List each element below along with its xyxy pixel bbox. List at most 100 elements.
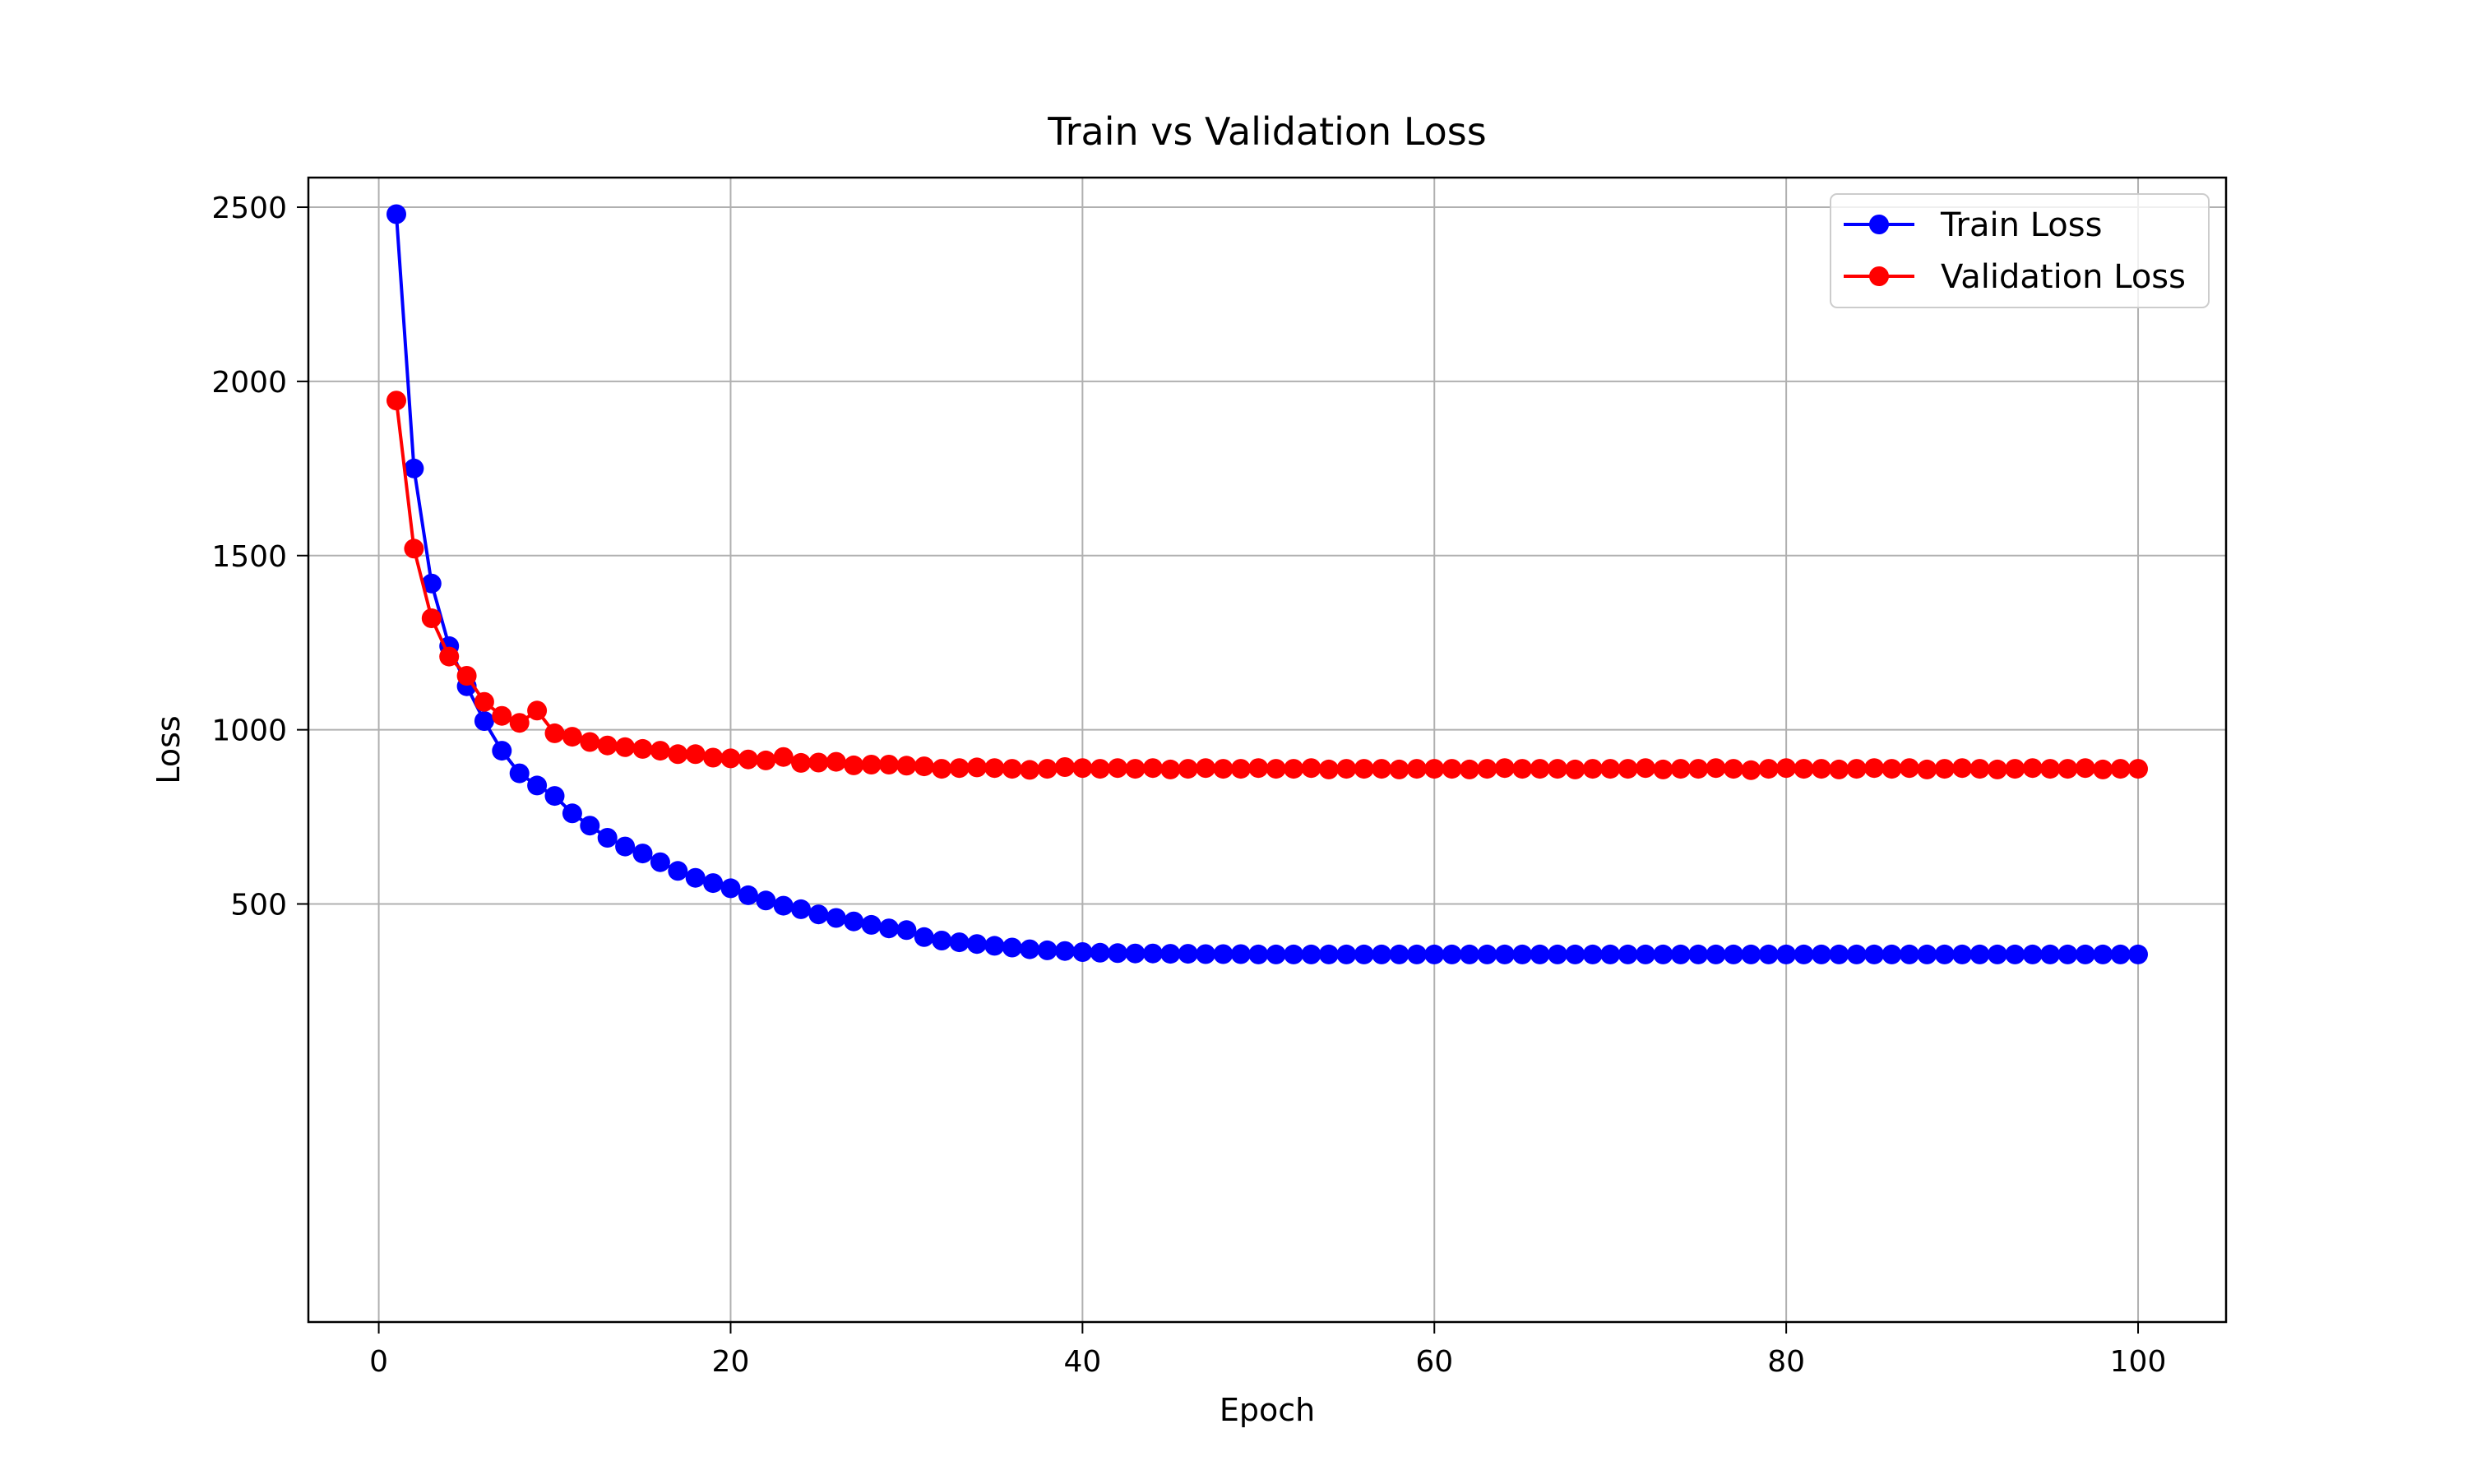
validation-loss-point xyxy=(1724,759,1743,779)
validation-loss-point xyxy=(1354,759,1374,779)
train-loss-point xyxy=(1266,944,1286,964)
validation-loss-point xyxy=(1178,759,1198,779)
validation-loss-point xyxy=(2022,758,2043,779)
train-loss-point xyxy=(580,816,600,836)
train-loss-point xyxy=(492,741,512,761)
validation-loss-point xyxy=(1653,759,1673,779)
validation-loss-point xyxy=(544,723,565,743)
legend-train-label: Train Loss xyxy=(1940,206,2102,244)
train-loss-point xyxy=(1037,940,1058,960)
x-tick-label: 100 xyxy=(2110,1345,2167,1379)
validation-loss-point xyxy=(914,756,934,777)
train-loss-point xyxy=(2040,944,2061,964)
y-tick-label: 2000 xyxy=(211,366,287,400)
validation-loss-point xyxy=(1108,758,1128,779)
validation-loss-point xyxy=(404,539,424,559)
validation-loss-point xyxy=(1934,759,1955,779)
validation-loss-point xyxy=(2093,759,2113,779)
validation-loss-point xyxy=(2110,759,2131,779)
train-loss-point xyxy=(509,763,530,784)
train-loss-point xyxy=(1002,937,1022,958)
train-loss-point xyxy=(1864,944,1885,964)
validation-loss-point xyxy=(738,749,758,770)
train-loss-point xyxy=(1582,944,1603,964)
validation-loss-point xyxy=(1917,759,1937,779)
train-loss-point xyxy=(1389,944,1409,964)
train-loss-point xyxy=(808,904,829,925)
train-loss-point xyxy=(738,885,758,905)
validation-loss-point xyxy=(474,691,494,712)
train-loss-point xyxy=(544,786,565,807)
train-loss-point xyxy=(1372,944,1392,964)
train-loss-point xyxy=(1336,944,1357,964)
train-loss-point xyxy=(1724,944,1743,964)
train-loss-point xyxy=(1688,944,1709,964)
validation-loss-point xyxy=(2128,759,2148,779)
validation-loss-point xyxy=(1372,759,1392,779)
validation-loss-point xyxy=(1969,759,1990,779)
train-loss-point xyxy=(1952,944,1973,964)
validation-loss-point xyxy=(1494,758,1515,779)
validation-loss-point xyxy=(1248,758,1269,779)
validation-loss-point xyxy=(720,748,741,769)
validation-loss-point xyxy=(1477,759,1497,779)
train-loss-point xyxy=(615,836,636,857)
train-loss-point xyxy=(1934,944,1955,964)
train-loss-point xyxy=(2075,944,2095,964)
validation-loss-point xyxy=(1688,759,1709,779)
validation-loss-point xyxy=(1037,759,1058,779)
validation-loss-point xyxy=(879,755,899,774)
validation-loss-point xyxy=(1565,759,1585,779)
train-loss-point xyxy=(1020,939,1040,959)
train-loss-point xyxy=(720,878,741,899)
validation-loss-point xyxy=(2075,758,2095,779)
legend: Train Loss Validation Loss xyxy=(1830,193,2210,308)
validation-loss-point xyxy=(1020,760,1040,780)
train-loss-point xyxy=(2110,944,2131,964)
validation-loss-point xyxy=(1846,759,1867,779)
validation-loss-point xyxy=(1829,759,1849,779)
train-loss-point xyxy=(1055,941,1075,961)
train-loss-point xyxy=(1460,944,1479,964)
train-loss-point xyxy=(861,914,882,935)
train-loss-point xyxy=(844,911,864,932)
validation-loss-point xyxy=(949,758,970,779)
validation-loss-point xyxy=(932,759,952,779)
validation-loss-point xyxy=(756,750,776,770)
train-loss-point xyxy=(1301,944,1321,964)
train-loss-point xyxy=(685,867,706,888)
validation-loss-point xyxy=(685,744,706,765)
train-loss-point xyxy=(1125,943,1146,964)
train-loss-point xyxy=(650,852,670,872)
train-loss-point xyxy=(1618,944,1638,964)
train-loss-point xyxy=(1530,944,1550,964)
train-loss-point xyxy=(1160,944,1181,964)
train-loss-point xyxy=(949,932,970,953)
plot-area-frame xyxy=(307,176,2228,1324)
validation-loss-point xyxy=(1213,759,1234,779)
train-loss-point xyxy=(1213,944,1234,964)
validation-loss-point xyxy=(386,391,406,411)
train-loss-point xyxy=(1284,944,1304,964)
train-loss-point xyxy=(1565,944,1585,964)
validation-loss-point xyxy=(562,727,582,747)
train-loss-point xyxy=(1108,943,1128,964)
x-tick-label: 20 xyxy=(712,1345,750,1379)
x-tick-label: 0 xyxy=(369,1345,388,1379)
validation-loss-point xyxy=(861,755,882,774)
validation-loss-point xyxy=(1460,759,1479,779)
validation-loss-point xyxy=(791,752,811,773)
legend-validation-label: Validation Loss xyxy=(1941,258,2186,296)
train-loss-point xyxy=(932,931,952,950)
train-loss-point xyxy=(1230,944,1251,964)
validation-loss-point xyxy=(1160,759,1181,779)
validation-loss-point xyxy=(1776,758,1797,779)
axis-ticks: 0 20 40 60 80 100 500 1000 1500 2000 2500 xyxy=(211,192,2166,1379)
train-loss-point xyxy=(1494,944,1515,964)
validation-loss-point xyxy=(2057,759,2078,779)
validation-loss-point xyxy=(1706,758,1726,779)
validation-loss-point xyxy=(2040,759,2061,779)
validation-loss-point xyxy=(1142,758,1163,779)
train-loss-point xyxy=(914,927,934,947)
